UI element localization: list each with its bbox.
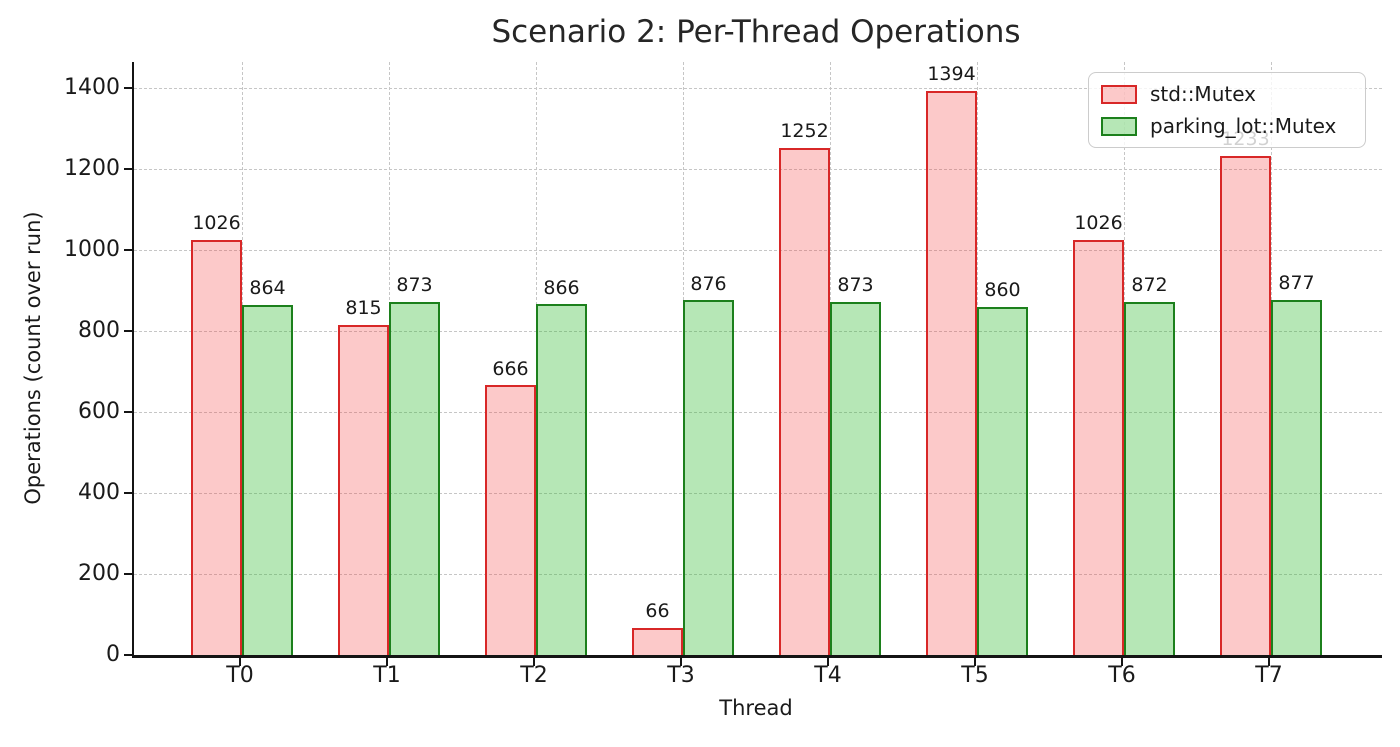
- legend-label-std-mutex: std::Mutex: [1150, 82, 1256, 106]
- x-tick-label-t7: T7: [1255, 663, 1283, 688]
- gridline-horizontal: [134, 169, 1382, 171]
- x-tick-label-t5: T5: [961, 663, 989, 688]
- gridline-horizontal: [134, 493, 1382, 495]
- x-tick-label-t0: T0: [226, 663, 254, 688]
- x-tick-mark: [386, 658, 388, 666]
- y-tick-label: 0: [106, 642, 120, 667]
- bar-parking-lot-mutex-t5: [977, 306, 1028, 655]
- chart-title: Scenario 2: Per-Thread Operations: [491, 14, 1021, 50]
- bar-parking-lot-mutex-t3: [683, 300, 734, 655]
- bar-parking-lot-mutex-t6: [1124, 302, 1175, 655]
- y-tick-label: 400: [78, 480, 120, 506]
- x-tick-label-t6: T6: [1108, 663, 1136, 688]
- gridline-horizontal: [134, 574, 1382, 576]
- x-tick-mark: [1268, 658, 1270, 666]
- bar-std-mutex-t1: [338, 325, 389, 655]
- bar-parking-lot-mutex-t7: [1271, 300, 1322, 655]
- x-tick-mark: [239, 658, 241, 666]
- bar-value-label: 873: [837, 273, 874, 296]
- x-tick-label-t2: T2: [520, 663, 548, 688]
- bar-std-mutex-t4: [779, 148, 830, 655]
- bar-value-label: 1252: [780, 120, 829, 143]
- legend-row-std-mutex: std::Mutex: [1101, 82, 1353, 106]
- y-tick-label: 1400: [64, 75, 120, 101]
- y-tick-label: 200: [78, 561, 120, 587]
- bar-value-label: 860: [984, 279, 1021, 302]
- x-tick-mark: [533, 658, 535, 666]
- bar-std-mutex-t2: [485, 385, 536, 655]
- x-tick-mark: [680, 658, 682, 666]
- bar-std-mutex-t0: [191, 239, 242, 655]
- legend-label-parking-lot-mutex: parking_lot::Mutex: [1150, 114, 1337, 138]
- bar-value-label: 1394: [927, 62, 976, 85]
- bar-std-mutex-t6: [1073, 239, 1124, 655]
- bar-value-label: 666: [492, 357, 529, 380]
- x-tick-mark: [1121, 658, 1123, 666]
- legend-swatch-std-mutex: [1101, 84, 1137, 104]
- y-tick-label: 1200: [64, 156, 120, 182]
- x-tick-label-t3: T3: [667, 663, 695, 688]
- bar-value-label: 1026: [1074, 211, 1123, 234]
- bar-value-label: 815: [345, 297, 382, 320]
- bar-parking-lot-mutex-t1: [389, 301, 440, 655]
- bar-parking-lot-mutex-t4: [830, 301, 881, 655]
- plot-area: 1026815666661252139410261233864873866876…: [132, 62, 1382, 658]
- bar-std-mutex-t5: [926, 90, 977, 655]
- y-tick-label: 800: [78, 318, 120, 344]
- legend: std::Mutex parking_lot::Mutex: [1088, 72, 1366, 148]
- x-tick-mark: [827, 658, 829, 666]
- bar-value-label: 873: [396, 273, 433, 296]
- gridline-horizontal: [134, 412, 1382, 414]
- y-tick-mark: [124, 249, 132, 252]
- y-tick-label: 600: [78, 399, 120, 425]
- bar-parking-lot-mutex-t2: [536, 304, 587, 655]
- bar-value-label: 876: [690, 272, 727, 295]
- y-tick-mark: [124, 492, 132, 495]
- bar-value-label: 877: [1278, 272, 1315, 295]
- gridline-horizontal: [134, 88, 1382, 90]
- bar-std-mutex-t3: [632, 628, 683, 655]
- y-tick-mark: [124, 330, 132, 333]
- bar-value-label: 866: [543, 276, 580, 299]
- x-axis-label: Thread: [719, 696, 793, 720]
- x-tick-label-t1: T1: [373, 663, 401, 688]
- bar-value-label: 864: [249, 277, 286, 300]
- x-tick-mark: [974, 658, 976, 666]
- y-tick-mark: [124, 168, 132, 171]
- gridline-horizontal: [134, 250, 1382, 252]
- y-tick-mark: [124, 573, 132, 576]
- y-tick-mark: [124, 411, 132, 414]
- bar-value-label: 1026: [192, 211, 241, 234]
- bar-parking-lot-mutex-t0: [242, 305, 293, 655]
- legend-swatch-parking-lot-mutex: [1101, 116, 1137, 136]
- y-tick-mark: [124, 654, 132, 656]
- y-tick-mark: [124, 87, 132, 90]
- bar-value-label: 66: [645, 600, 670, 623]
- gridline-horizontal: [134, 331, 1382, 333]
- legend-row-parking-lot-mutex: parking_lot::Mutex: [1101, 114, 1353, 138]
- bar-std-mutex-t7: [1220, 155, 1271, 655]
- x-tick-label-t4: T4: [814, 663, 842, 688]
- y-tick-label: 1000: [64, 237, 120, 263]
- bar-value-label: 872: [1131, 274, 1168, 297]
